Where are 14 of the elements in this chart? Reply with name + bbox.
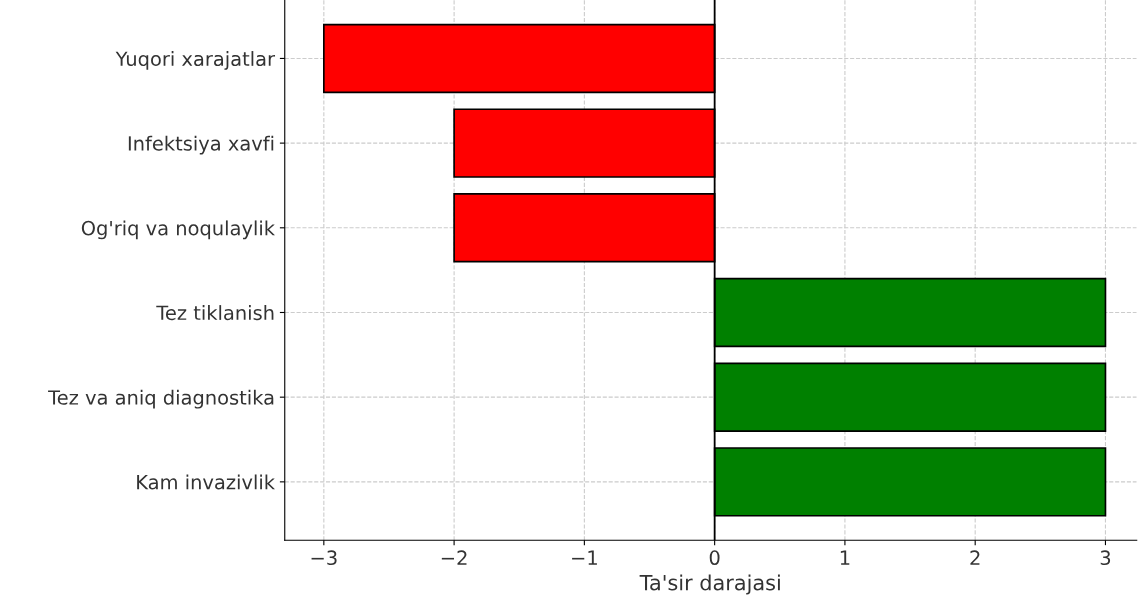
x-tick-label: 2: [970, 550, 980, 565]
y-tick-label: Tez va aniq diagnostika: [48, 389, 274, 409]
x-tick-label: 1: [840, 550, 850, 565]
y-tick-label: Infektsiya xavfi: [128, 135, 274, 155]
y-tick-label: Og'riq va noqulaylik: [81, 220, 275, 240]
x-tick-label: 0: [709, 550, 720, 566]
x-axis-title: Ta'sir darajasi: [639, 574, 780, 595]
y-tick-label: Yuqori xarajatlar: [115, 51, 276, 70]
x-tick-label: 3: [1100, 550, 1111, 566]
x-tick-label: −1: [572, 550, 597, 565]
x-tick-label: −2: [441, 550, 467, 565]
y-tick-label: Tez tiklanish: [156, 305, 274, 321]
y-tick-label: Kam invazivlik: [137, 474, 275, 490]
x-tick-label: −3: [311, 550, 337, 566]
